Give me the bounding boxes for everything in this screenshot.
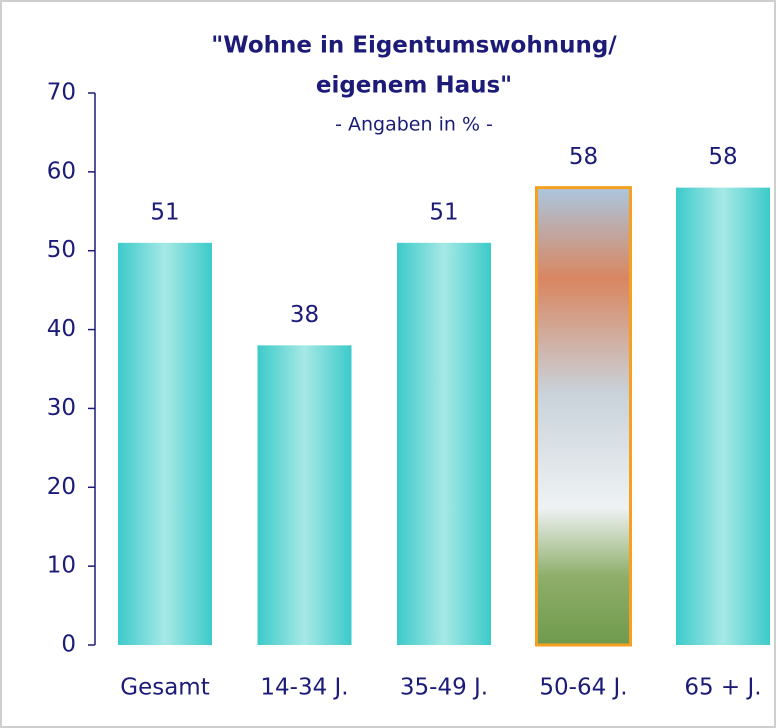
- bar: [676, 187, 770, 645]
- x-tick-label: Gesamt: [120, 675, 209, 701]
- y-tick-label: 0: [61, 632, 76, 658]
- chart-title: "Wohne in Eigentumswohnung/: [211, 33, 617, 59]
- bar: [397, 242, 491, 646]
- value-label: 38: [290, 302, 319, 328]
- y-tick-label: 10: [47, 553, 76, 579]
- y-tick-label: 70: [47, 80, 76, 106]
- y-tick-label: 30: [47, 395, 76, 421]
- bar: [257, 345, 352, 645]
- bar: [118, 242, 212, 646]
- x-tick-label: 50-64 J.: [539, 675, 627, 701]
- x-tick-label: 65 + J.: [684, 675, 761, 701]
- value-label: 51: [429, 199, 458, 225]
- y-tick-label: 40: [47, 316, 76, 342]
- chart-title: eigenem Haus": [316, 73, 512, 99]
- y-tick-label: 50: [47, 237, 76, 263]
- chart-subtitle: - Angaben in % -: [335, 114, 493, 136]
- x-tick-label: 35-49 J.: [400, 675, 488, 701]
- value-label: 58: [569, 144, 598, 170]
- y-tick-label: 20: [47, 474, 76, 500]
- value-label: 58: [708, 144, 737, 170]
- bar: [535, 186, 632, 647]
- x-tick-label: 14-34 J.: [260, 675, 348, 701]
- y-tick-label: 60: [47, 158, 76, 184]
- value-label: 51: [150, 199, 179, 225]
